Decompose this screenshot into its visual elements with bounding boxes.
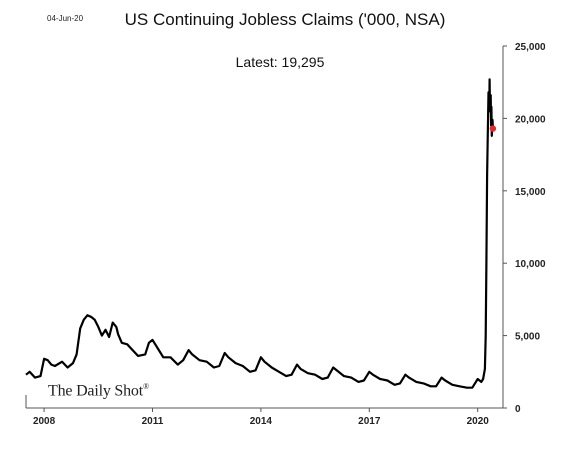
logo-mark: ® (142, 382, 149, 391)
date-label: 04-Jun-20 (47, 14, 84, 23)
chart-title: US Continuing Jobless Claims ('000, NSA) (124, 10, 446, 29)
logo-text: The Daily Shot (48, 382, 143, 400)
daily-shot-logo: The Daily Shot® (48, 382, 149, 400)
x-tick-label: 2020 (467, 416, 490, 427)
x-tick-label: 2011 (142, 416, 164, 427)
x-tick-label: 2008 (33, 416, 56, 427)
x-tick-label: 2014 (250, 416, 273, 427)
latest-value-label: Latest: 19,295 (235, 54, 325, 70)
y-tick-label: 20,000 (515, 114, 546, 125)
latest-point-marker (489, 125, 497, 132)
claims-series-line (25, 78, 494, 389)
y-tick-label: 25,000 (515, 42, 546, 53)
y-tick-label: 10,000 (515, 259, 546, 270)
y-tick-label: 0 (515, 404, 521, 415)
y-tick-label: 5,000 (515, 332, 540, 343)
y-tick-label: 15,000 (515, 187, 546, 198)
x-tick-label: 2017 (358, 416, 381, 427)
